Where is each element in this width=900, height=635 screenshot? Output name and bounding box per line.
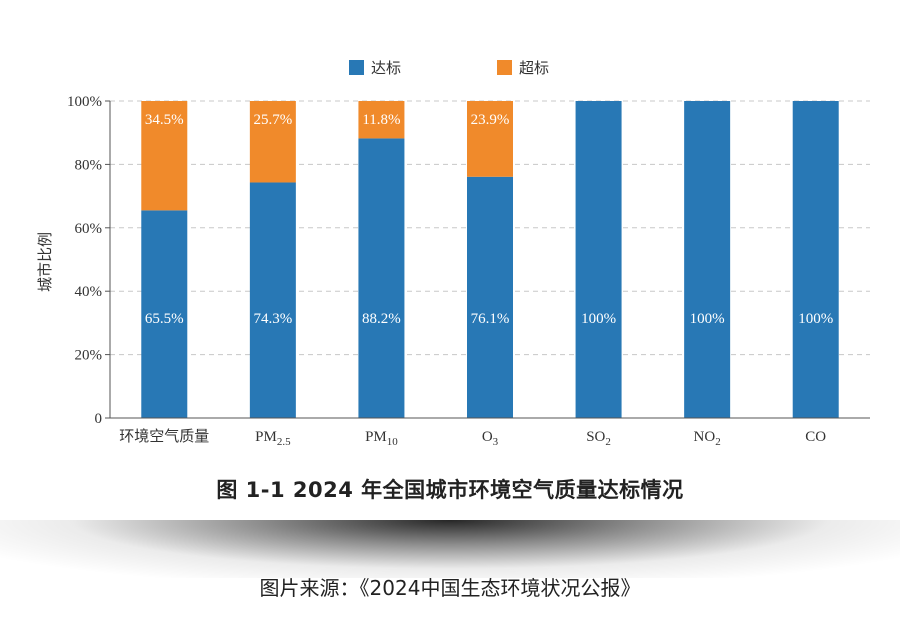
- x-tick-label: PM10: [365, 429, 398, 448]
- x-axis: 环境空气质量 PM2.5 PM10 O3 SO2 NO2 CO: [110, 417, 870, 448]
- bar-exceeding: [467, 101, 513, 177]
- bar-exceeding: [141, 101, 188, 211]
- y-tick-label: 0: [95, 411, 103, 427]
- bars: 65.5% 34.5% 74.3% 25.7% 88.2% 11.8% 76.1% 23.9%…: [141, 101, 839, 418]
- y-axis: 0 20% 40% 60% 80% 100%: [67, 94, 111, 427]
- y-tick-label: 20%: [75, 348, 103, 364]
- bar-compliant: [792, 101, 839, 418]
- bar-value-label: 100%: [581, 311, 616, 327]
- figure-caption: 图 1-1 2024 年全国城市环境空气质量达标情况: [216, 478, 684, 502]
- stacked-bar-chart: 达标 超标 0 20% 40% 60% 80% 100% 65.5% 34.5% 74.3% 25…: [36, 59, 870, 448]
- x-tick-label: SO2: [586, 429, 611, 448]
- bar-value-label: 23.9%: [471, 112, 510, 128]
- legend-swatch-exceeding: [497, 60, 512, 75]
- bar-value-label: 100%: [690, 311, 725, 327]
- y-tick-label: 100%: [67, 94, 102, 110]
- legend: 达标 超标: [349, 59, 549, 77]
- y-tick-label: 80%: [75, 157, 103, 173]
- bar-value-label: 74.3%: [253, 311, 292, 327]
- bar-value-label: 25.7%: [253, 112, 292, 128]
- legend-label-exceeding: 超标: [519, 59, 549, 77]
- bar-compliant: [358, 138, 405, 418]
- legend-swatch-compliant: [349, 60, 364, 75]
- bar-value-label: 34.5%: [145, 112, 184, 128]
- shadow-divider: [0, 520, 900, 578]
- bar-value-label: 76.1%: [471, 311, 510, 327]
- x-tick-label: CO: [805, 429, 826, 445]
- bar-compliant: [575, 101, 622, 418]
- x-tick-label: NO2: [694, 429, 721, 448]
- bar-value-label: 100%: [798, 311, 833, 327]
- legend-label-compliant: 达标: [371, 59, 401, 77]
- bar-value-label: 11.8%: [362, 112, 400, 128]
- y-tick-label: 40%: [75, 284, 103, 300]
- bar-compliant: [467, 176, 513, 418]
- x-tick-label: 环境空气质量: [119, 427, 209, 445]
- x-tick-label: PM2.5: [255, 429, 291, 448]
- x-tick-label: O3: [482, 429, 499, 448]
- y-axis-label: 城市比例: [36, 232, 54, 292]
- bar-exceeding: [249, 101, 296, 183]
- bar-value-label: 88.2%: [362, 311, 401, 327]
- bar-compliant: [249, 182, 296, 418]
- bar-exceeding: [358, 101, 405, 139]
- bar-compliant: [684, 101, 731, 418]
- source-note: 图片来源：《2024中国生态环境状况公报》: [259, 576, 641, 600]
- bar-compliant: [141, 210, 188, 418]
- y-tick-label: 60%: [75, 221, 103, 237]
- bar-value-label: 65.5%: [145, 311, 184, 327]
